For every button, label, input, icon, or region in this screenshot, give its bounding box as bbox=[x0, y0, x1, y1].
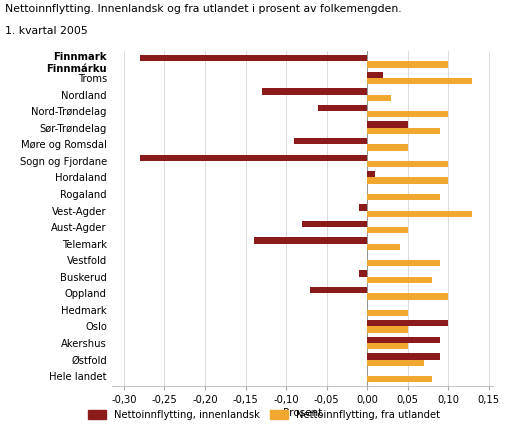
Bar bbox=[367, 194, 440, 200]
Bar bbox=[294, 138, 367, 144]
Bar bbox=[367, 227, 407, 233]
Bar bbox=[367, 337, 440, 343]
Bar bbox=[140, 55, 367, 61]
Bar bbox=[367, 94, 392, 101]
Bar bbox=[367, 343, 407, 349]
Text: 1. kvartal 2005: 1. kvartal 2005 bbox=[5, 26, 88, 36]
Bar bbox=[359, 270, 367, 277]
Bar bbox=[367, 171, 375, 177]
Bar bbox=[253, 237, 367, 244]
Bar bbox=[367, 211, 472, 217]
Bar bbox=[367, 360, 424, 366]
Bar bbox=[367, 161, 448, 167]
Bar bbox=[367, 277, 432, 283]
Bar bbox=[367, 111, 448, 118]
Bar bbox=[367, 353, 440, 360]
X-axis label: Prosent: Prosent bbox=[282, 408, 322, 418]
Bar bbox=[367, 310, 407, 316]
Bar bbox=[359, 204, 367, 211]
Bar bbox=[367, 326, 407, 333]
Bar bbox=[367, 61, 448, 68]
Bar bbox=[262, 88, 367, 94]
Legend: Nettoinnflytting, innenlandsk, Nettoinnflytting, fra utlandet: Nettoinnflytting, innenlandsk, Nettoinnf… bbox=[84, 406, 444, 424]
Bar bbox=[367, 320, 448, 326]
Bar bbox=[367, 128, 440, 134]
Bar bbox=[367, 376, 432, 383]
Bar bbox=[367, 177, 448, 184]
Bar bbox=[367, 78, 472, 84]
Bar bbox=[367, 293, 448, 299]
Bar bbox=[302, 221, 367, 227]
Bar bbox=[367, 144, 407, 151]
Bar bbox=[310, 287, 367, 293]
Bar bbox=[367, 260, 440, 266]
Bar bbox=[367, 121, 407, 128]
Bar bbox=[367, 244, 399, 250]
Bar bbox=[367, 72, 384, 78]
Text: Nettoinnflytting. Innenlandsk og fra utlandet i prosent av folkemengden.: Nettoinnflytting. Innenlandsk og fra utl… bbox=[5, 4, 402, 14]
Bar bbox=[140, 154, 367, 161]
Bar bbox=[319, 105, 367, 111]
